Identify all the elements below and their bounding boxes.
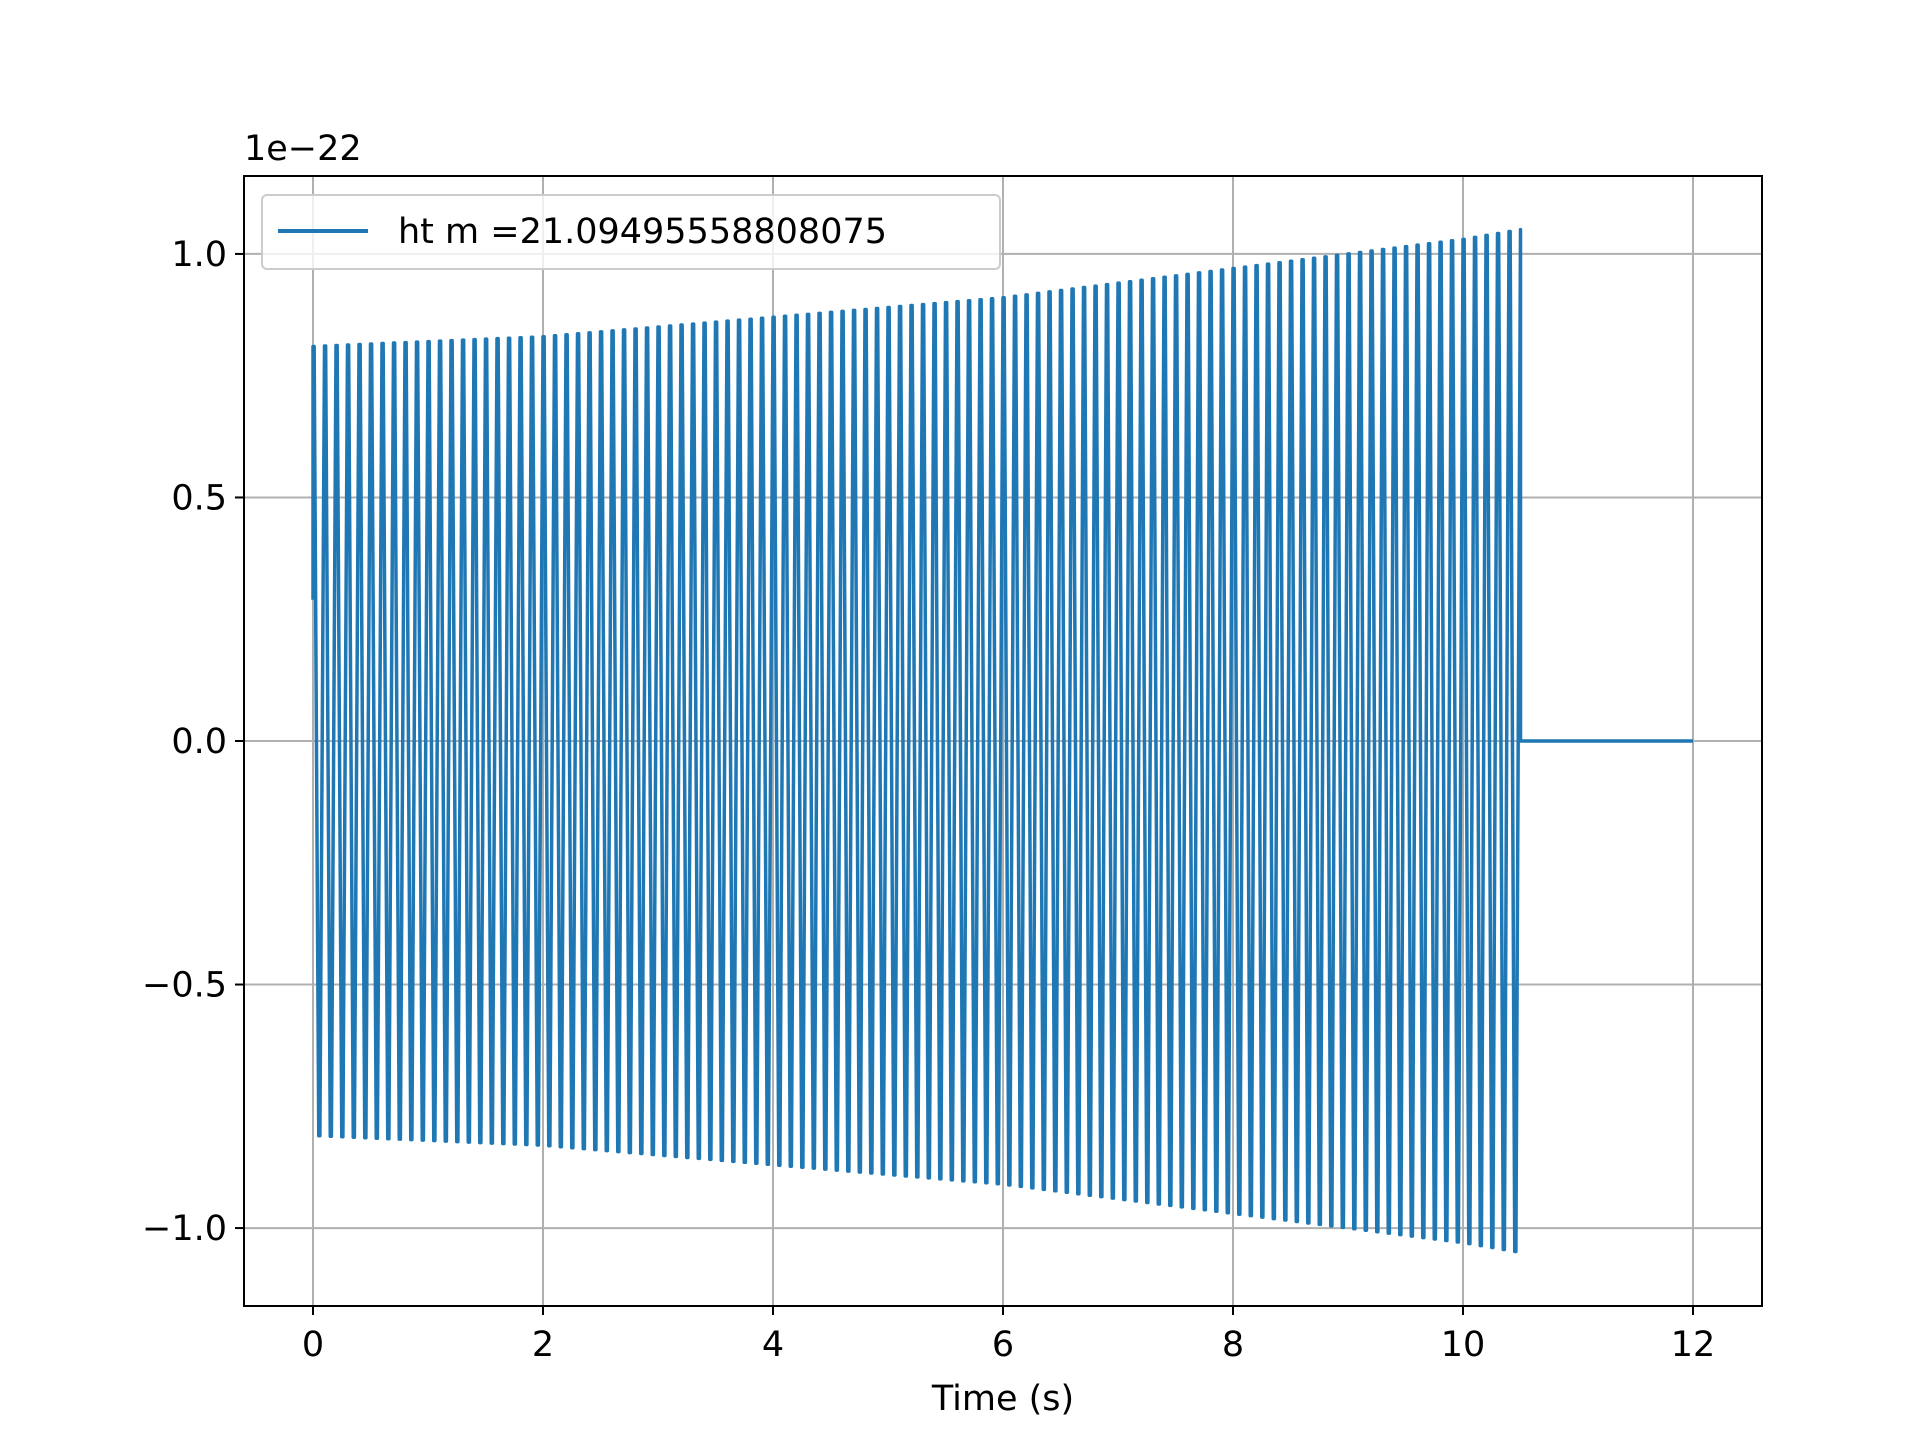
x-tick-label: 6: [992, 1325, 1014, 1365]
y-tick-label: 0.5: [171, 478, 227, 518]
y-tick-label: 0.0: [171, 722, 227, 762]
y-tick-label: −1.0: [142, 1209, 227, 1249]
y-tick-label: −0.5: [142, 966, 227, 1006]
x-tick-label: 4: [762, 1325, 784, 1365]
y-tick-label: 1.0: [171, 235, 227, 275]
legend: ht m =21.09495558808075: [261, 194, 1001, 270]
x-tick-label: 12: [1671, 1325, 1716, 1365]
x-tick-label: 10: [1441, 1325, 1486, 1365]
x-axis-label: Time (s): [931, 1379, 1074, 1419]
x-tick-label: 8: [1222, 1325, 1244, 1365]
legend-box: [261, 194, 1001, 270]
x-tick-label: 2: [532, 1325, 554, 1365]
x-tick-label: 0: [302, 1325, 324, 1365]
y-offset-label: 1e−22: [244, 129, 362, 169]
series-layer: [311, 227, 1693, 1254]
series-line: [311, 227, 1693, 1254]
x-axis: 0 2 4 6 8 10 12: [302, 1306, 1715, 1365]
legend-label: ht m =21.09495558808075: [398, 212, 887, 252]
y-axis: −1.0 −0.5 0.0 0.5 1.0: [142, 235, 244, 1249]
